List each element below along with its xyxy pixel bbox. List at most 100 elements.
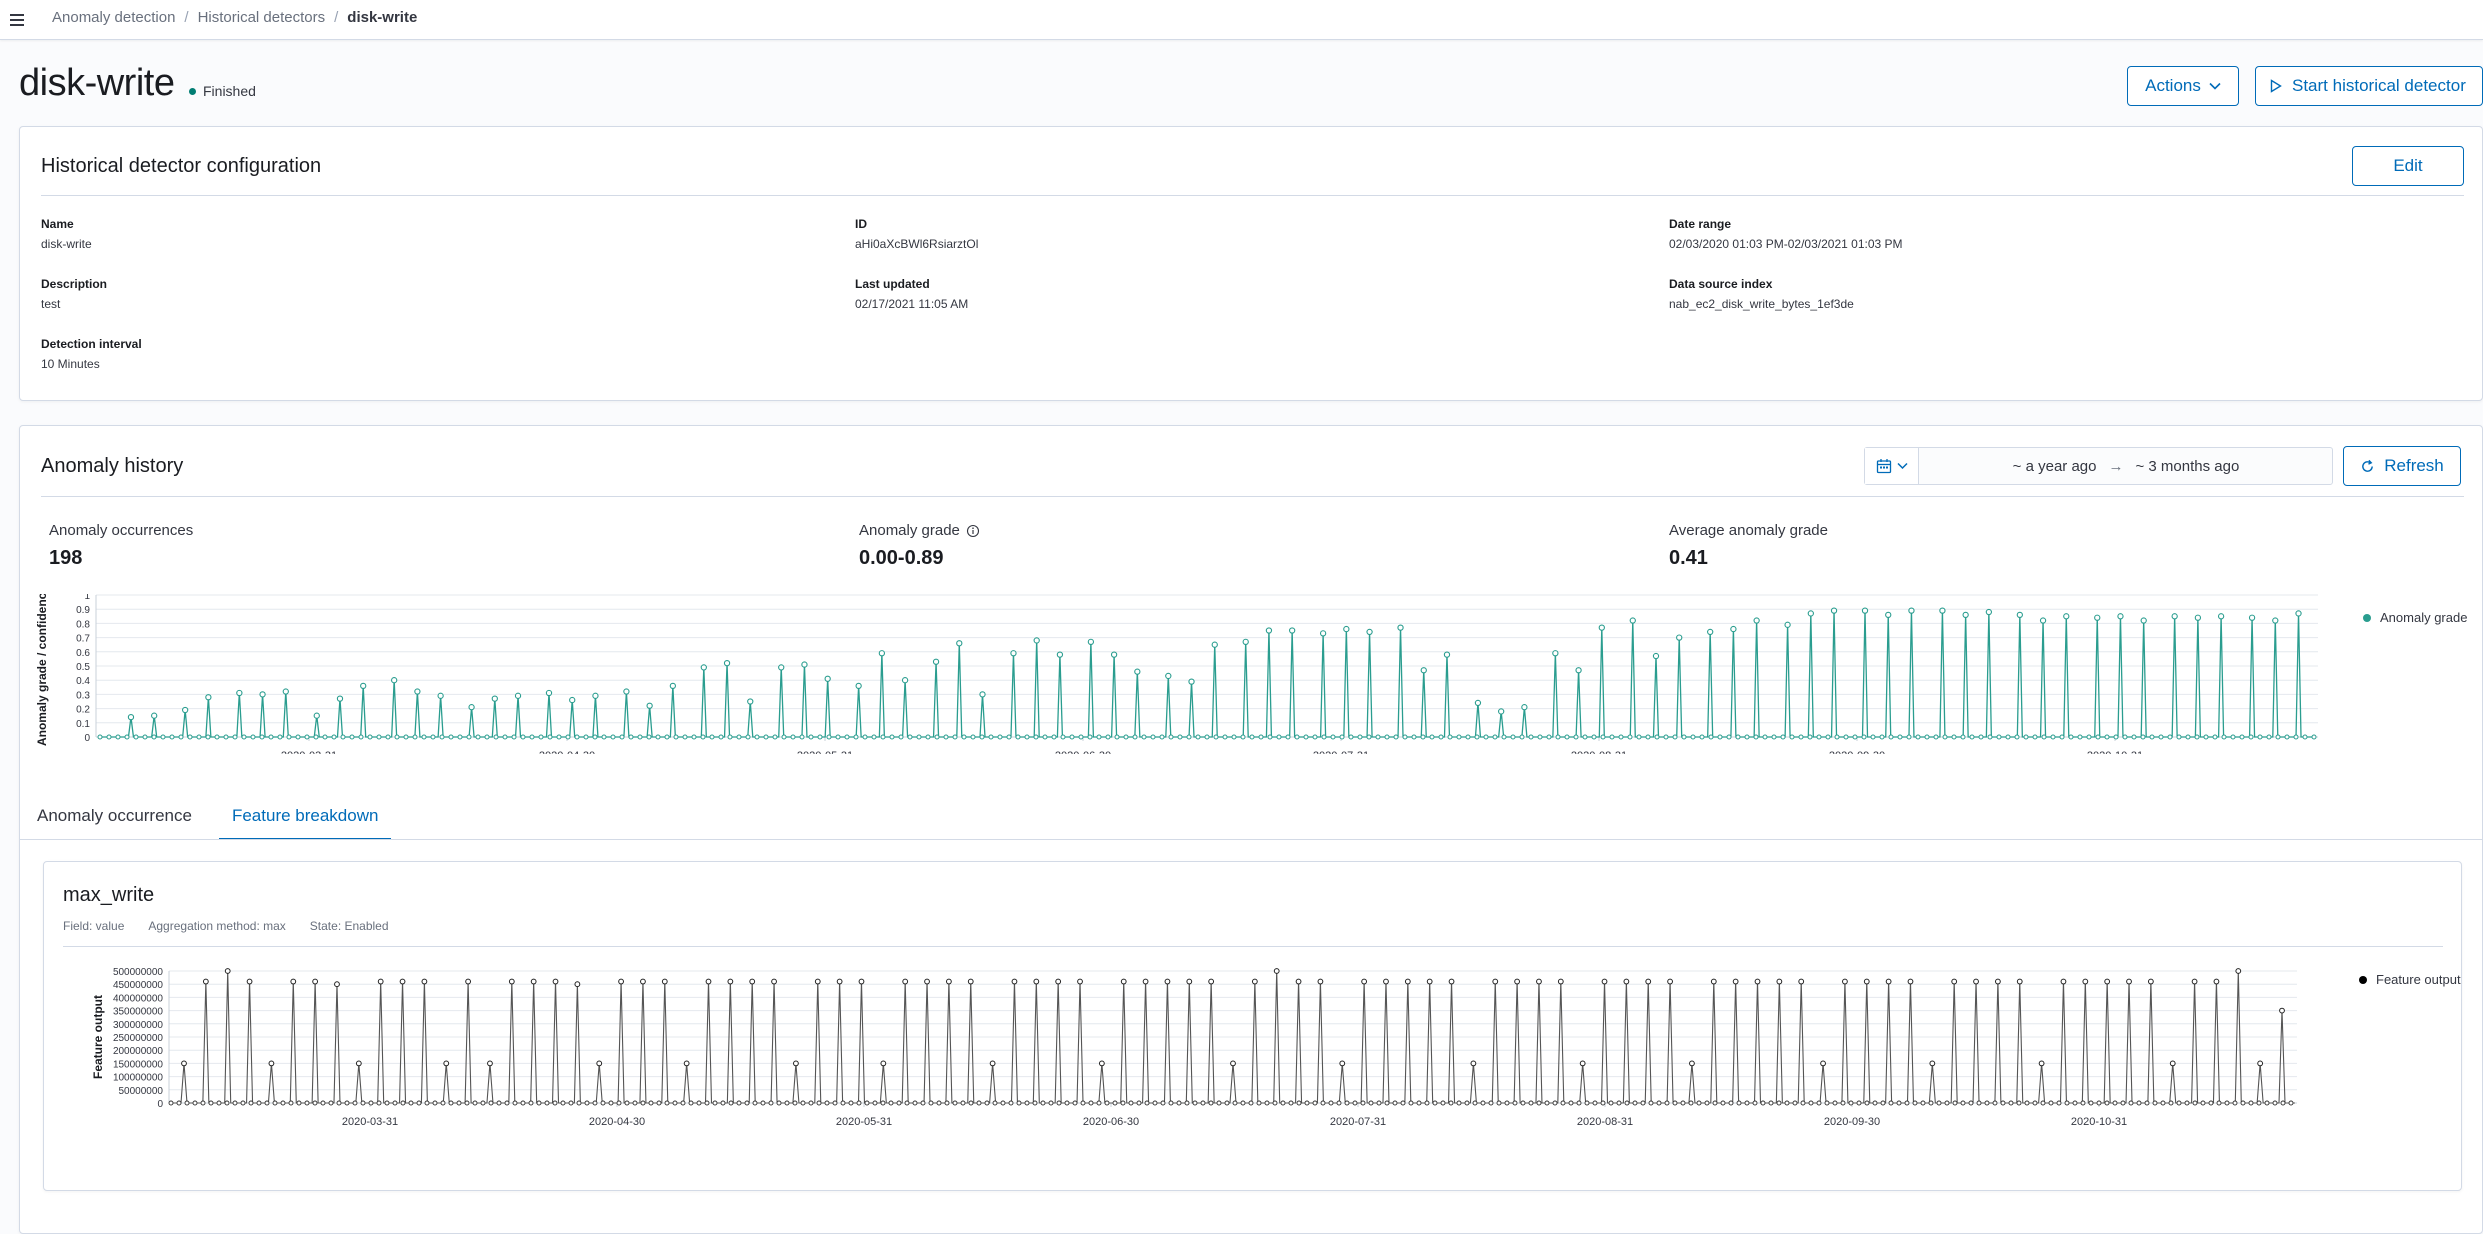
anomaly-grade-point (391, 677, 398, 684)
baseline-point (853, 734, 859, 740)
baseline-point (214, 734, 220, 740)
baseline-point (1536, 1100, 1542, 1106)
feature-output-point (552, 978, 559, 985)
configuration-panel: Historical detector configuration Edit N… (19, 126, 2483, 401)
feature-output-point (1929, 1060, 1936, 1067)
baseline-point (1272, 1100, 1278, 1106)
tab-anomaly-occurrence[interactable]: Anomaly occurrence (37, 806, 192, 825)
baseline-point (1952, 1100, 1958, 1106)
date-to[interactable]: ~ 3 months ago (2135, 457, 2240, 475)
baseline-point (1832, 1100, 1838, 1106)
anomaly-grade-point (2295, 610, 2302, 617)
baseline-point (1807, 734, 1813, 740)
baseline-point (1303, 734, 1309, 740)
y-tick-label: 0.5 (76, 662, 90, 673)
refresh-button[interactable]: Refresh (2343, 446, 2461, 486)
baseline-point (1192, 1100, 1198, 1106)
baseline-point (628, 734, 634, 740)
last-updated-label: Last updated (855, 277, 930, 291)
baseline-point (2194, 734, 2200, 740)
description-value: test (41, 297, 61, 311)
baseline-point (1033, 734, 1039, 740)
date-from[interactable]: ~ a year ago (2012, 457, 2097, 475)
baseline-point (784, 1100, 790, 1106)
feature-output-point (2257, 1060, 2264, 1067)
baseline-point (368, 1100, 374, 1106)
tab-bar: Anomaly occurrence Feature breakdown (24, 798, 392, 840)
feature-output-point (2235, 968, 2242, 974)
feature-output-point (443, 1060, 450, 1067)
y-axis-label: Feature output (91, 995, 105, 1079)
baseline-point (1654, 734, 1660, 740)
baseline-point (1915, 734, 1921, 740)
baseline-point (2064, 1100, 2070, 1106)
baseline-point (208, 1100, 214, 1106)
feature-output-point (268, 1060, 275, 1067)
baseline-point (187, 734, 193, 740)
baseline-point (1600, 734, 1606, 740)
baseline-point (384, 1100, 390, 1106)
baseline-point (2272, 1100, 2278, 1106)
feature-output-point (1251, 978, 1258, 985)
feature-output-point (967, 978, 974, 985)
chevron-down-icon (2209, 82, 2221, 90)
baseline-point (1168, 734, 1174, 740)
feature-output-point (924, 978, 930, 985)
baseline-point (430, 734, 436, 740)
baseline-point (223, 734, 229, 740)
baseline-point (1087, 734, 1093, 740)
date-quick-select[interactable] (1865, 448, 1919, 484)
anomaly-grade-point (437, 692, 444, 699)
baseline-point (961, 734, 967, 740)
anomaly-grade-point (1289, 627, 1296, 634)
baseline-point (224, 1100, 230, 1106)
baseline-point (1680, 1100, 1686, 1106)
baseline-point (1200, 1100, 1206, 1106)
tab-feature-breakdown[interactable]: Feature breakdown (218, 798, 392, 840)
anomaly-grade-point (151, 712, 158, 719)
data-source-label: Data source index (1669, 277, 1773, 291)
baseline-point (432, 1100, 438, 1106)
baseline-point (1240, 734, 1246, 740)
start-historical-detector-label: Start historical detector (2292, 76, 2466, 95)
baseline-point (1664, 1100, 1670, 1106)
baseline-point (624, 1100, 630, 1106)
breadcrumb-historical-detectors[interactable]: Historical detectors (197, 8, 326, 26)
baseline-point (1060, 734, 1066, 740)
baseline-point (1968, 1100, 1974, 1106)
actions-button[interactable]: Actions (2127, 66, 2239, 106)
baseline-point (1208, 1100, 1214, 1106)
baseline-point (1204, 734, 1210, 740)
anomaly-history-title: Anomaly history (41, 455, 184, 477)
baseline-point (142, 734, 148, 740)
baseline-point (1366, 734, 1372, 740)
anomaly-grade-stat: Anomaly grade (859, 522, 980, 539)
edit-button[interactable]: Edit (2352, 146, 2464, 186)
y-tick-label: 200000000 (113, 1046, 163, 1057)
feature-output-point (290, 978, 297, 985)
anomaly-grade-point (282, 688, 289, 695)
info-icon[interactable] (966, 524, 980, 538)
baseline-point (1456, 1100, 1462, 1106)
baseline-point (1384, 1100, 1390, 1106)
baseline-point (826, 734, 832, 740)
feature-output-point (2038, 1060, 2045, 1067)
breadcrumb-anomaly-detection[interactable]: Anomaly detection (52, 8, 176, 26)
baseline-point (1216, 1100, 1222, 1106)
detection-interval-value: 10 Minutes (41, 357, 100, 371)
date-range-display[interactable]: ~ a year ago → ~ 3 months ago (1920, 448, 2332, 484)
baseline-point (331, 734, 337, 740)
baseline-point (488, 1100, 494, 1106)
baseline-point (632, 1100, 638, 1106)
baseline-point (817, 734, 823, 740)
menu-icon[interactable] (8, 8, 32, 32)
baseline-point (574, 734, 580, 740)
feature-output-point (530, 978, 537, 985)
feature-output-point (596, 1060, 603, 1067)
anomaly-grade-point (1784, 621, 1791, 628)
baseline-point (520, 1100, 526, 1106)
baseline-point (484, 734, 490, 740)
baseline-point (1402, 734, 1408, 740)
start-historical-detector-button[interactable]: Start historical detector (2255, 66, 2483, 106)
anomaly-grade-point (414, 688, 421, 695)
